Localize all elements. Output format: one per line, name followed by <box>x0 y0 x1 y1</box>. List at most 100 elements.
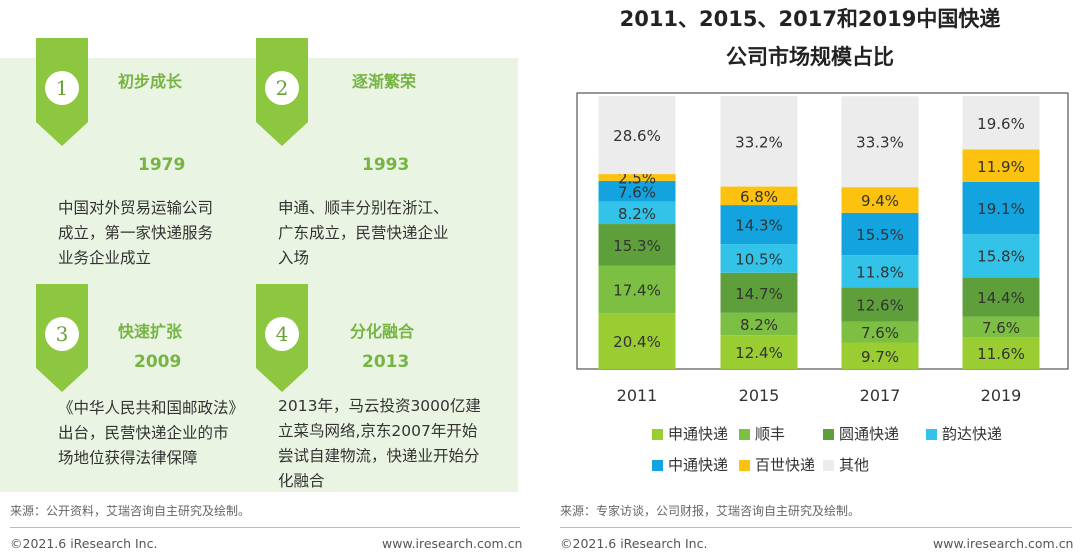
bar-segment-2017-1 <box>841 321 919 343</box>
milestone-2-badge: 2 <box>256 38 312 148</box>
data-label: 15.3% <box>613 237 661 255</box>
data-label: 14.7% <box>735 285 783 303</box>
data-label: 11.6% <box>977 345 1025 363</box>
data-label: 28.6% <box>613 127 661 145</box>
bar-segment-2019-6 <box>962 96 1040 150</box>
x-tick-label: 2017 <box>860 386 901 405</box>
milestone-1-description: 中国对外贸易运输公司 成立，第一家快递服务 业务企业成立 <box>58 199 214 267</box>
milestone-arrow-icon <box>256 38 308 146</box>
milestone-2-description: 申通、顺丰分别在浙江、 广东成立，民营快递企业 入场 <box>278 199 449 267</box>
legend-swatch <box>823 460 834 471</box>
data-label: 7.6% <box>982 319 1020 337</box>
legend-item: 申通快递 <box>652 425 728 443</box>
milestone-arrow-icon <box>36 284 88 392</box>
footer-copyright: ©2021.6 iResearch Inc. <box>560 536 708 551</box>
bar-segment-2017-3 <box>841 255 919 288</box>
legend-item: 圆通快递 <box>823 425 899 443</box>
legend-swatch <box>652 460 663 471</box>
milestone-4-description: 2013年，马云投资3000亿建 立菜鸟网络,京东2007年开始 尝试自建物流，… <box>278 397 481 490</box>
milestone-arrow-icon <box>256 284 308 392</box>
milestone-number: 1 <box>55 76 69 100</box>
legend-label: 其他 <box>839 456 870 474</box>
data-label: 33.2% <box>735 133 783 151</box>
data-label: 6.8% <box>740 188 778 206</box>
data-label: 7.6% <box>861 324 899 342</box>
bar-segment-2019-4 <box>962 181 1040 235</box>
legend-swatch <box>823 429 834 440</box>
plot-frame <box>576 92 1069 370</box>
x-tick-label: 2015 <box>739 386 780 405</box>
bar-segment-2011-6 <box>598 96 676 175</box>
data-label: 9.4% <box>861 192 899 210</box>
legend-label: 圆通快递 <box>839 425 900 443</box>
data-label: 17.4% <box>613 282 661 300</box>
legend-swatch <box>739 429 750 440</box>
data-label: 14.4% <box>977 289 1025 307</box>
milestone-1-title: 初步成长 <box>118 72 183 91</box>
milestone-2-title: 逐渐繁荣 <box>352 72 417 91</box>
milestone-3-year: 2009 <box>134 352 182 372</box>
legend-label: 中通快递 <box>668 456 729 474</box>
bar-segment-2011-3 <box>598 201 676 225</box>
milestone-3-title: 快速扩张 <box>118 322 183 341</box>
data-label: 19.6% <box>977 115 1025 133</box>
x-tick-label: 2019 <box>981 386 1022 405</box>
bar-segment-2015-5 <box>720 186 798 206</box>
legend-item: 中通快递 <box>652 456 728 474</box>
data-label: 9.7% <box>861 348 899 366</box>
timeline-panel <box>0 58 518 492</box>
milestone-number: 4 <box>275 322 289 346</box>
data-label: 12.4% <box>735 344 783 362</box>
milestone-3-badge: 3 <box>36 284 92 394</box>
bar-segment-2017-5 <box>841 187 919 213</box>
data-label: 11.8% <box>856 263 904 281</box>
bar-segment-2011-1 <box>598 265 676 314</box>
legend-item: 其他 <box>823 456 869 474</box>
footer-divider <box>10 527 520 528</box>
legend-item: 百世快递 <box>739 456 815 474</box>
milestone-4-title: 分化融合 <box>350 322 415 341</box>
chart-source: 来源：专家访谈，公司财报，艾瑞咨询自主研究及绘制。 <box>560 504 861 518</box>
data-label: 20.4% <box>613 333 661 351</box>
data-label: 12.6% <box>856 297 904 315</box>
milestone-number: 2 <box>275 76 289 100</box>
bar-segment-2017-4 <box>841 212 919 256</box>
legend-label: 顺丰 <box>755 425 786 443</box>
bar-segment-2011-2 <box>598 224 676 266</box>
bar-segment-2015-3 <box>720 244 798 273</box>
bar-segment-2017-6 <box>841 96 919 188</box>
bar-segment-2017-2 <box>841 287 919 322</box>
footer-url: www.iresearch.com.cn <box>933 536 1074 551</box>
chart-title-line-2: 公司市场规模占比 <box>726 45 894 69</box>
legend-swatch <box>926 429 937 440</box>
legend-item: 顺丰 <box>739 425 785 443</box>
bar-segment-2015-6 <box>720 96 798 187</box>
bar-segment-2011-5 <box>598 174 676 181</box>
data-label: 10.5% <box>735 250 783 268</box>
milestone-arrow-icon <box>36 38 88 146</box>
data-label: 15.8% <box>977 248 1025 266</box>
data-label: 8.2% <box>740 316 778 334</box>
bar-segment-2015-2 <box>720 272 798 313</box>
milestone-1-badge: 1 <box>36 38 92 148</box>
bar-segment-2011-0 <box>598 313 676 369</box>
x-tick-label: 2011 <box>617 386 658 405</box>
legend-item: 韵达快递 <box>926 425 1002 443</box>
footer-copyright: ©2021.6 iResearch Inc. <box>10 536 158 551</box>
data-label: 33.3% <box>856 134 904 152</box>
legend-label: 申通快递 <box>668 425 729 443</box>
milestone-2-year: 1993 <box>362 155 410 175</box>
data-label: 11.9% <box>977 158 1025 176</box>
legend-label: 百世快递 <box>755 456 816 474</box>
milestone-1-year: 1979 <box>138 155 186 175</box>
footer-url: www.iresearch.com.cn <box>382 536 523 551</box>
milestone-number: 3 <box>55 322 69 346</box>
footer-divider <box>560 527 1072 528</box>
data-label: 14.3% <box>735 217 783 235</box>
bar-segment-2019-2 <box>962 277 1040 317</box>
bar-segment-2017-0 <box>841 342 919 369</box>
bar-segment-2019-0 <box>962 337 1040 369</box>
data-label: 19.1% <box>977 200 1025 218</box>
data-label: 8.2% <box>618 205 656 223</box>
